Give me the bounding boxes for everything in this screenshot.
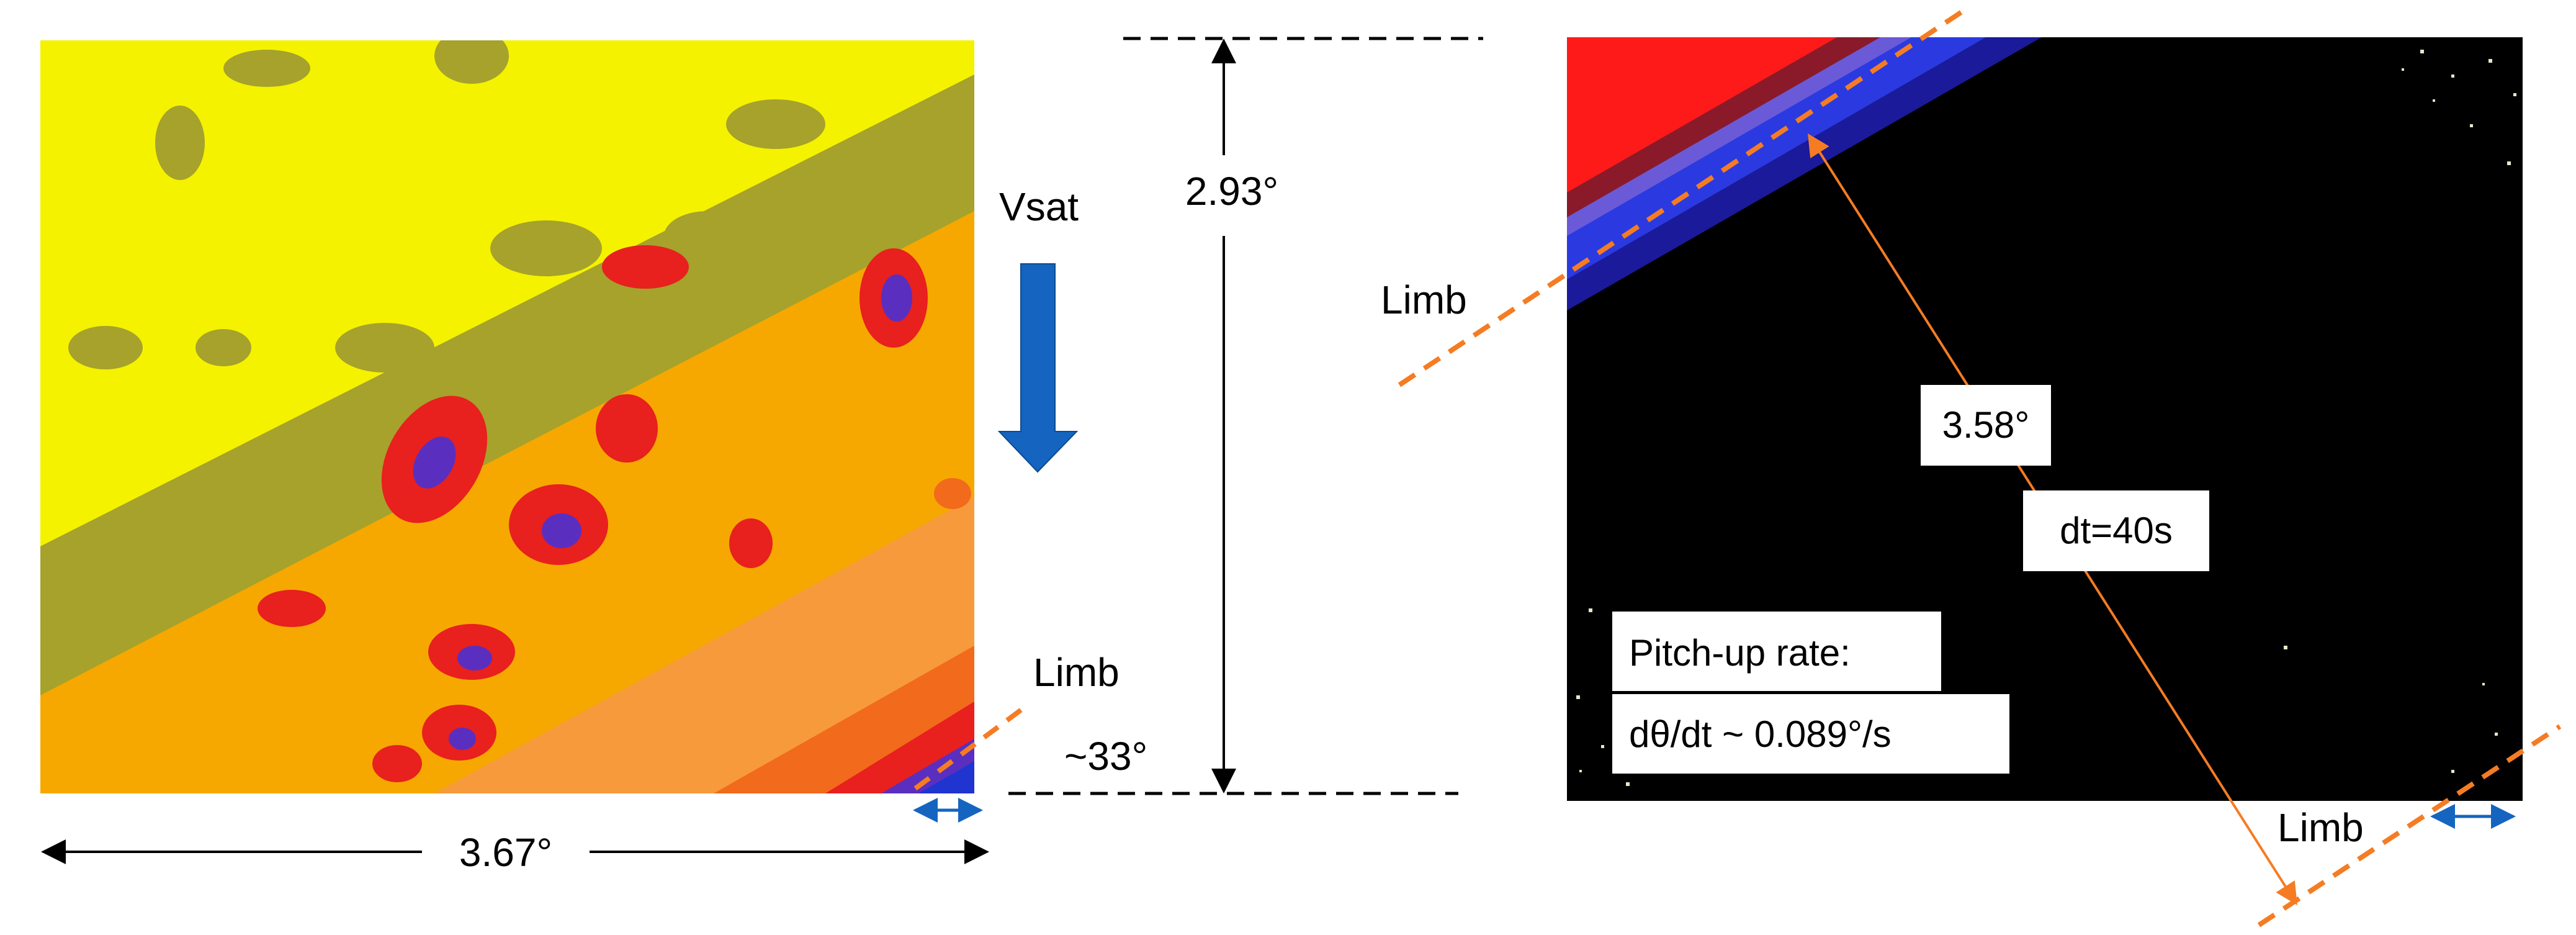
time-box: dt=40s: [2023, 490, 2209, 571]
height-label: 2.93°: [1185, 169, 1278, 214]
time-label: dt=40s: [2060, 510, 2173, 551]
left-image-panel: [40, 40, 974, 793]
left-limb-dash: [913, 705, 1026, 791]
lower-limb-label: Limb: [2278, 805, 2364, 850]
hot-spots: [258, 245, 971, 782]
rate-value: dθ/dt ~ 0.089°/s: [1629, 713, 1892, 755]
rate-box: Pitch-up rate: dθ/dt ~ 0.089°/s: [1612, 612, 2009, 774]
distance-box: 3.58°: [1921, 385, 2051, 466]
width-label: 3.67°: [459, 830, 552, 875]
rate-title: Pitch-up rate:: [1629, 632, 1851, 674]
velocity-label: Vsat: [999, 184, 1079, 229]
lower-limb-dash: [2257, 724, 2562, 928]
left-limb-label: Limb: [1033, 650, 1120, 695]
distance-label: 3.58°: [1942, 404, 2030, 446]
olive-blobs: [68, 40, 825, 373]
upper-limb-dash: [1398, 4, 1972, 387]
velocity-arrow-icon: [997, 263, 1079, 473]
upper-limb-label: Limb: [1381, 278, 1467, 322]
limb-angle-label: ~33°: [1064, 734, 1147, 779]
blue-limb-band: [918, 761, 974, 793]
light-orange-band: [434, 497, 974, 793]
red-limb-band-right: [1567, 37, 1837, 192]
